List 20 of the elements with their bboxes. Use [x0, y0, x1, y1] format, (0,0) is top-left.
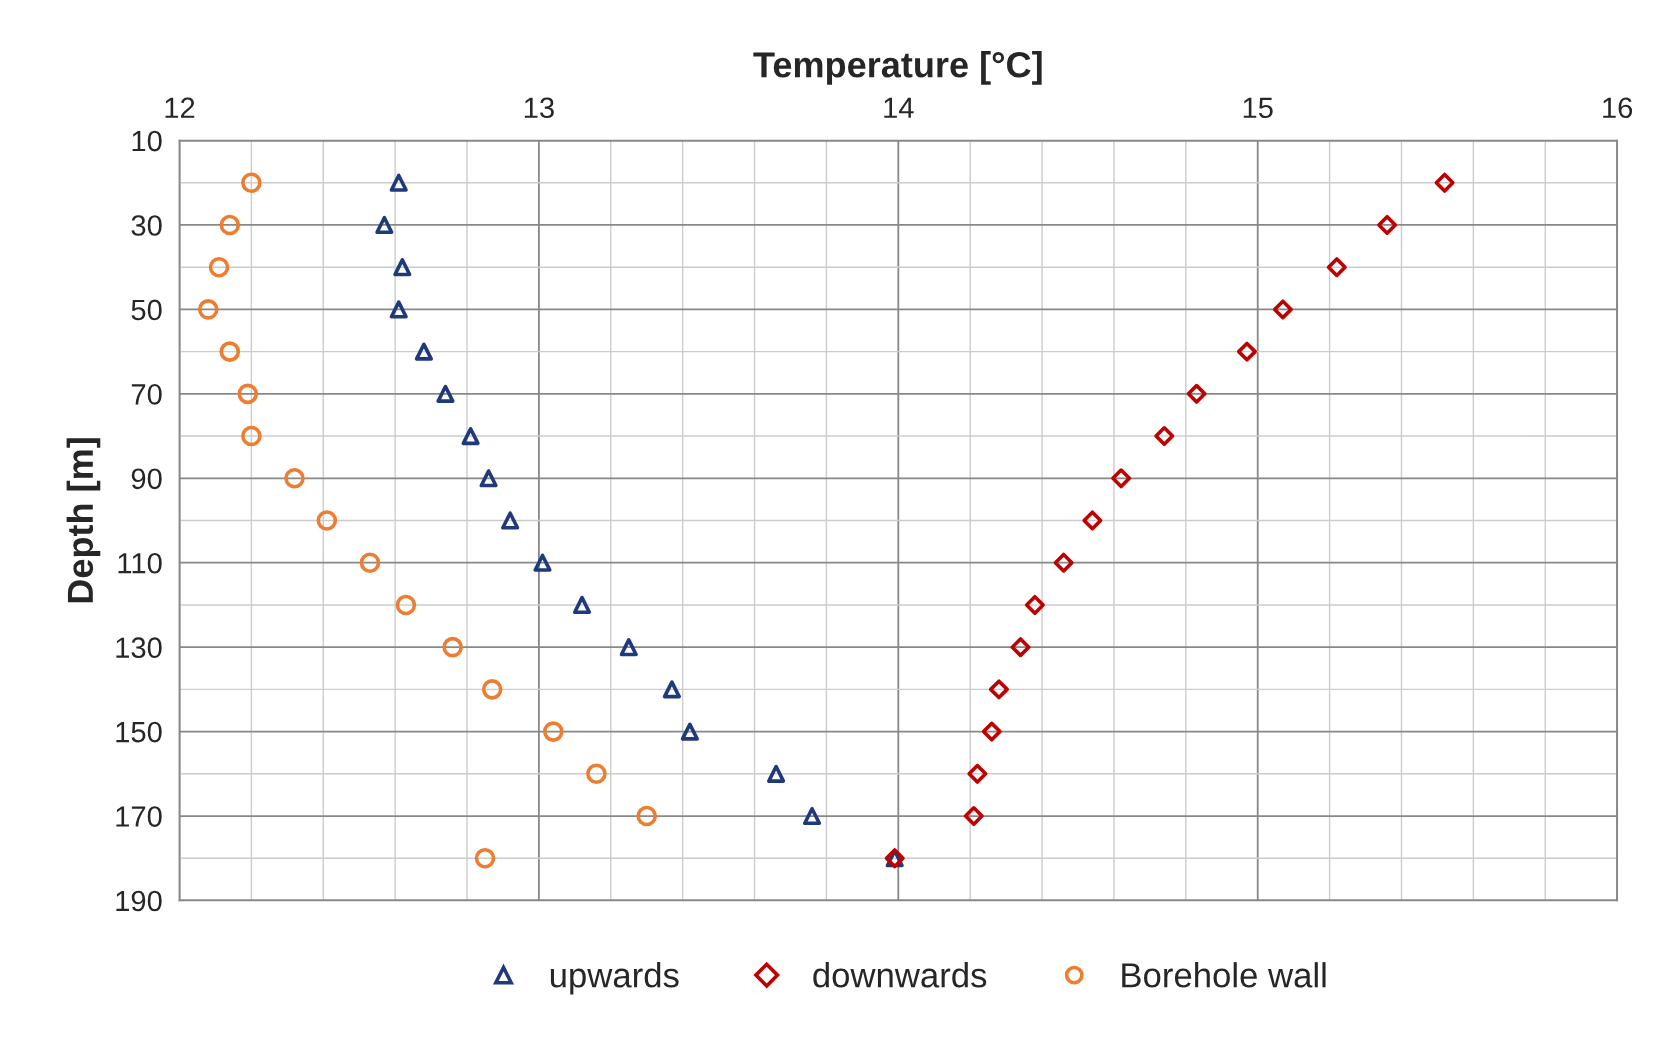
y-tick-label: 30: [131, 215, 162, 236]
y-tick-label: 110: [118, 552, 162, 574]
x-axis-title: Temperature [°C]: [753, 51, 1042, 85]
x-tick-label: 14: [884, 97, 914, 118]
y-tick-label: 150: [116, 721, 162, 743]
y-tick-label: 190: [116, 890, 162, 912]
x-tick-label: 15: [1243, 97, 1273, 119]
y-axis-title: Depth [m]: [66, 438, 101, 603]
y-tick-label: 50: [131, 299, 162, 321]
x-tick-label: 12: [165, 97, 195, 118]
legend-label: downwards: [813, 962, 987, 988]
legend-label: Borehole wall: [1122, 962, 1326, 988]
legend-label: upwards: [550, 962, 679, 995]
y-tick-label: 130: [116, 637, 162, 659]
x-tick-label: 13: [524, 97, 554, 119]
y-tick-label: 70: [131, 384, 162, 405]
y-tick-label: 10: [132, 130, 162, 152]
x-tick-label: 16: [1603, 97, 1633, 119]
y-tick-label: 90: [131, 468, 162, 490]
y-tick-label: 170: [116, 806, 162, 827]
